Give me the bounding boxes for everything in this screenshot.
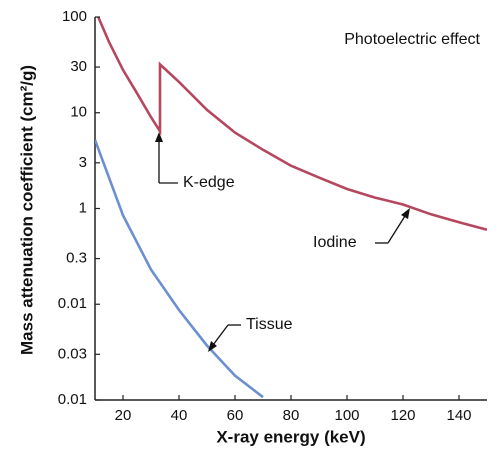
arrowhead (208, 341, 217, 352)
x-axis-label: X-ray energy (keV) (216, 427, 365, 446)
y-axis-label: Mass attenuation coefficient (cm²/g) (17, 65, 36, 355)
arrowhead (401, 208, 410, 219)
annotation: Photoelectric effect (344, 31, 480, 48)
y-tick-label: 3 (79, 154, 87, 171)
x-tick-label: 80 (283, 407, 300, 424)
arrow (387, 215, 406, 244)
y-tick-label: 0.03 (58, 345, 87, 362)
series-line (96, 17, 487, 231)
y-tick-label: 0.01 (58, 295, 87, 312)
plot-area (95, 17, 487, 399)
x-tick-label: 40 (171, 407, 188, 424)
arrow (212, 324, 229, 346)
x-tick-label: 20 (115, 407, 132, 424)
series-label: Iodine (313, 234, 357, 251)
y-tick-label: 30 (70, 58, 87, 75)
y-tick-label: 0.01 (58, 391, 87, 408)
x-tick-label: 60 (227, 407, 244, 424)
series-label: Tissue (246, 316, 293, 333)
arrowhead (155, 132, 163, 142)
x-tick-label: 140 (446, 407, 471, 424)
y-tick-label: 1 (79, 199, 87, 216)
series-line (95, 139, 264, 399)
y-tick-label: 10 (70, 104, 87, 121)
annotation: K-edge (183, 174, 235, 191)
y-tick-label: 100 (62, 8, 87, 25)
x-tick-label: 120 (390, 407, 415, 424)
x-tick-label: 100 (334, 407, 359, 424)
y-tick-label: 0.3 (66, 250, 87, 267)
